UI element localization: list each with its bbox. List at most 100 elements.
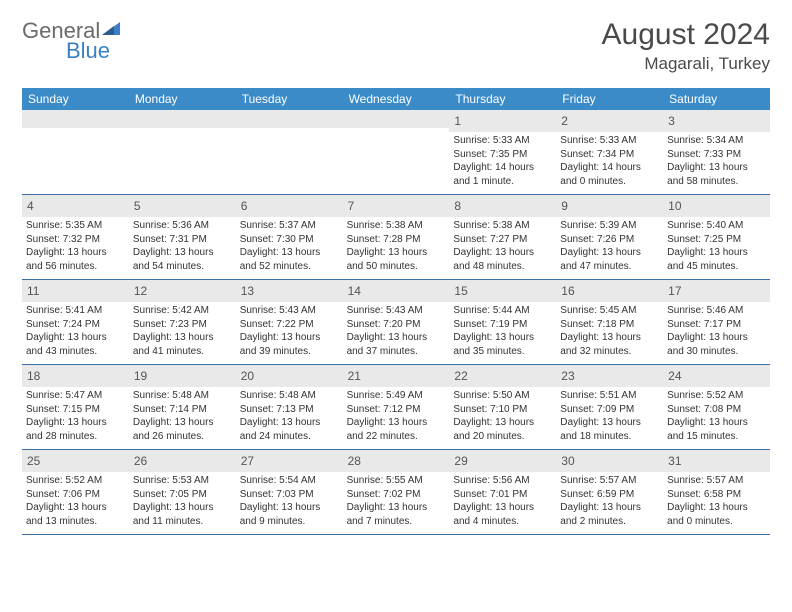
- sunrise-text: Sunrise: 5:40 AM: [667, 219, 766, 233]
- location-label: Magarali, Turkey: [602, 54, 770, 74]
- sunset-text: Sunset: 7:31 PM: [133, 233, 232, 247]
- day-number: 20: [241, 369, 254, 383]
- daylight-text: Daylight: 13 hours and 39 minutes.: [240, 331, 339, 358]
- sunrise-text: Sunrise: 5:45 AM: [560, 304, 659, 318]
- day-number: 10: [668, 199, 681, 213]
- daylight-text: Daylight: 13 hours and 9 minutes.: [240, 501, 339, 528]
- day-cell: 29 Sunrise: 5:56 AM Sunset: 7:01 PM Dayl…: [449, 450, 556, 534]
- sunrise-text: Sunrise: 5:33 AM: [560, 134, 659, 148]
- day-info: Sunrise: 5:38 AM Sunset: 7:28 PM Dayligh…: [347, 219, 446, 273]
- weeks-container: 1 Sunrise: 5:33 AM Sunset: 7:35 PM Dayli…: [22, 110, 770, 535]
- day-number: 8: [454, 199, 461, 213]
- day-cell: 7 Sunrise: 5:38 AM Sunset: 7:28 PM Dayli…: [343, 195, 450, 279]
- day-number: 22: [454, 369, 467, 383]
- day-cell: 6 Sunrise: 5:37 AM Sunset: 7:30 PM Dayli…: [236, 195, 343, 279]
- day-number: 6: [241, 199, 248, 213]
- daylight-text: Daylight: 13 hours and 35 minutes.: [453, 331, 552, 358]
- sunrise-text: Sunrise: 5:48 AM: [240, 389, 339, 403]
- day-info: Sunrise: 5:38 AM Sunset: 7:27 PM Dayligh…: [453, 219, 552, 273]
- day-cell: 20 Sunrise: 5:48 AM Sunset: 7:13 PM Dayl…: [236, 365, 343, 449]
- sunrise-text: Sunrise: 5:42 AM: [133, 304, 232, 318]
- day-cell: 9 Sunrise: 5:39 AM Sunset: 7:26 PM Dayli…: [556, 195, 663, 279]
- daylight-text: Daylight: 13 hours and 24 minutes.: [240, 416, 339, 443]
- day-info: Sunrise: 5:50 AM Sunset: 7:10 PM Dayligh…: [453, 389, 552, 443]
- day-info: Sunrise: 5:57 AM Sunset: 6:58 PM Dayligh…: [667, 474, 766, 528]
- daylight-text: Daylight: 13 hours and 58 minutes.: [667, 161, 766, 188]
- day-num-row: 16: [556, 280, 663, 302]
- day-num-row: 22: [449, 365, 556, 387]
- day-cell: 18 Sunrise: 5:47 AM Sunset: 7:15 PM Dayl…: [22, 365, 129, 449]
- day-num-row: 30: [556, 450, 663, 472]
- day-info: Sunrise: 5:45 AM Sunset: 7:18 PM Dayligh…: [560, 304, 659, 358]
- day-num-row: 23: [556, 365, 663, 387]
- daylight-text: Daylight: 13 hours and 56 minutes.: [26, 246, 125, 273]
- day-num-row: 12: [129, 280, 236, 302]
- sunrise-text: Sunrise: 5:33 AM: [453, 134, 552, 148]
- day-num-row: [22, 110, 129, 128]
- day-num-row: 27: [236, 450, 343, 472]
- sunset-text: Sunset: 7:18 PM: [560, 318, 659, 332]
- day-header-row: Sunday Monday Tuesday Wednesday Thursday…: [22, 88, 770, 110]
- day-cell: 27 Sunrise: 5:54 AM Sunset: 7:03 PM Dayl…: [236, 450, 343, 534]
- sunrise-text: Sunrise: 5:57 AM: [667, 474, 766, 488]
- sunset-text: Sunset: 7:12 PM: [347, 403, 446, 417]
- day-number: 30: [561, 454, 574, 468]
- sunset-text: Sunset: 7:03 PM: [240, 488, 339, 502]
- calendar: Sunday Monday Tuesday Wednesday Thursday…: [22, 88, 770, 535]
- day-number: 23: [561, 369, 574, 383]
- day-cell: 3 Sunrise: 5:34 AM Sunset: 7:33 PM Dayli…: [663, 110, 770, 194]
- day-info: Sunrise: 5:53 AM Sunset: 7:05 PM Dayligh…: [133, 474, 232, 528]
- sunrise-text: Sunrise: 5:53 AM: [133, 474, 232, 488]
- sunrise-text: Sunrise: 5:36 AM: [133, 219, 232, 233]
- day-number: 21: [348, 369, 361, 383]
- sunset-text: Sunset: 7:09 PM: [560, 403, 659, 417]
- day-number: 27: [241, 454, 254, 468]
- logo: General Blue: [22, 18, 122, 64]
- day-info: Sunrise: 5:57 AM Sunset: 6:59 PM Dayligh…: [560, 474, 659, 528]
- sunrise-text: Sunrise: 5:37 AM: [240, 219, 339, 233]
- day-info: Sunrise: 5:49 AM Sunset: 7:12 PM Dayligh…: [347, 389, 446, 443]
- day-info: Sunrise: 5:34 AM Sunset: 7:33 PM Dayligh…: [667, 134, 766, 188]
- daylight-text: Daylight: 13 hours and 15 minutes.: [667, 416, 766, 443]
- day-num-row: 2: [556, 110, 663, 132]
- sunset-text: Sunset: 7:26 PM: [560, 233, 659, 247]
- day-cell: 2 Sunrise: 5:33 AM Sunset: 7:34 PM Dayli…: [556, 110, 663, 194]
- sunset-text: Sunset: 7:24 PM: [26, 318, 125, 332]
- sunrise-text: Sunrise: 5:54 AM: [240, 474, 339, 488]
- day-cell: 22 Sunrise: 5:50 AM Sunset: 7:10 PM Dayl…: [449, 365, 556, 449]
- day-cell: 31 Sunrise: 5:57 AM Sunset: 6:58 PM Dayl…: [663, 450, 770, 534]
- day-header-tue: Tuesday: [236, 88, 343, 110]
- day-info: Sunrise: 5:55 AM Sunset: 7:02 PM Dayligh…: [347, 474, 446, 528]
- sunrise-text: Sunrise: 5:50 AM: [453, 389, 552, 403]
- day-num-row: 11: [22, 280, 129, 302]
- day-num-row: 29: [449, 450, 556, 472]
- sunset-text: Sunset: 7:35 PM: [453, 148, 552, 162]
- day-cell: 1 Sunrise: 5:33 AM Sunset: 7:35 PM Dayli…: [449, 110, 556, 194]
- daylight-text: Daylight: 13 hours and 32 minutes.: [560, 331, 659, 358]
- daylight-text: Daylight: 13 hours and 4 minutes.: [453, 501, 552, 528]
- daylight-text: Daylight: 13 hours and 22 minutes.: [347, 416, 446, 443]
- sunset-text: Sunset: 6:59 PM: [560, 488, 659, 502]
- sunrise-text: Sunrise: 5:43 AM: [240, 304, 339, 318]
- week-row: 11 Sunrise: 5:41 AM Sunset: 7:24 PM Dayl…: [22, 280, 770, 365]
- day-number: 13: [241, 284, 254, 298]
- sunrise-text: Sunrise: 5:41 AM: [26, 304, 125, 318]
- sunset-text: Sunset: 7:19 PM: [453, 318, 552, 332]
- sunset-text: Sunset: 7:34 PM: [560, 148, 659, 162]
- sunrise-text: Sunrise: 5:38 AM: [347, 219, 446, 233]
- sunset-text: Sunset: 7:05 PM: [133, 488, 232, 502]
- header: General Blue August 2024 Magarali, Turke…: [22, 18, 770, 74]
- sunrise-text: Sunrise: 5:44 AM: [453, 304, 552, 318]
- day-num-row: 1: [449, 110, 556, 132]
- week-row: 18 Sunrise: 5:47 AM Sunset: 7:15 PM Dayl…: [22, 365, 770, 450]
- day-info: Sunrise: 5:48 AM Sunset: 7:14 PM Dayligh…: [133, 389, 232, 443]
- daylight-text: Daylight: 13 hours and 52 minutes.: [240, 246, 339, 273]
- day-cell: 14 Sunrise: 5:43 AM Sunset: 7:20 PM Dayl…: [343, 280, 450, 364]
- sunrise-text: Sunrise: 5:55 AM: [347, 474, 446, 488]
- day-info: Sunrise: 5:36 AM Sunset: 7:31 PM Dayligh…: [133, 219, 232, 273]
- daylight-text: Daylight: 13 hours and 37 minutes.: [347, 331, 446, 358]
- day-number: 25: [27, 454, 40, 468]
- day-number: 5: [134, 199, 141, 213]
- sunset-text: Sunset: 7:28 PM: [347, 233, 446, 247]
- daylight-text: Daylight: 13 hours and 18 minutes.: [560, 416, 659, 443]
